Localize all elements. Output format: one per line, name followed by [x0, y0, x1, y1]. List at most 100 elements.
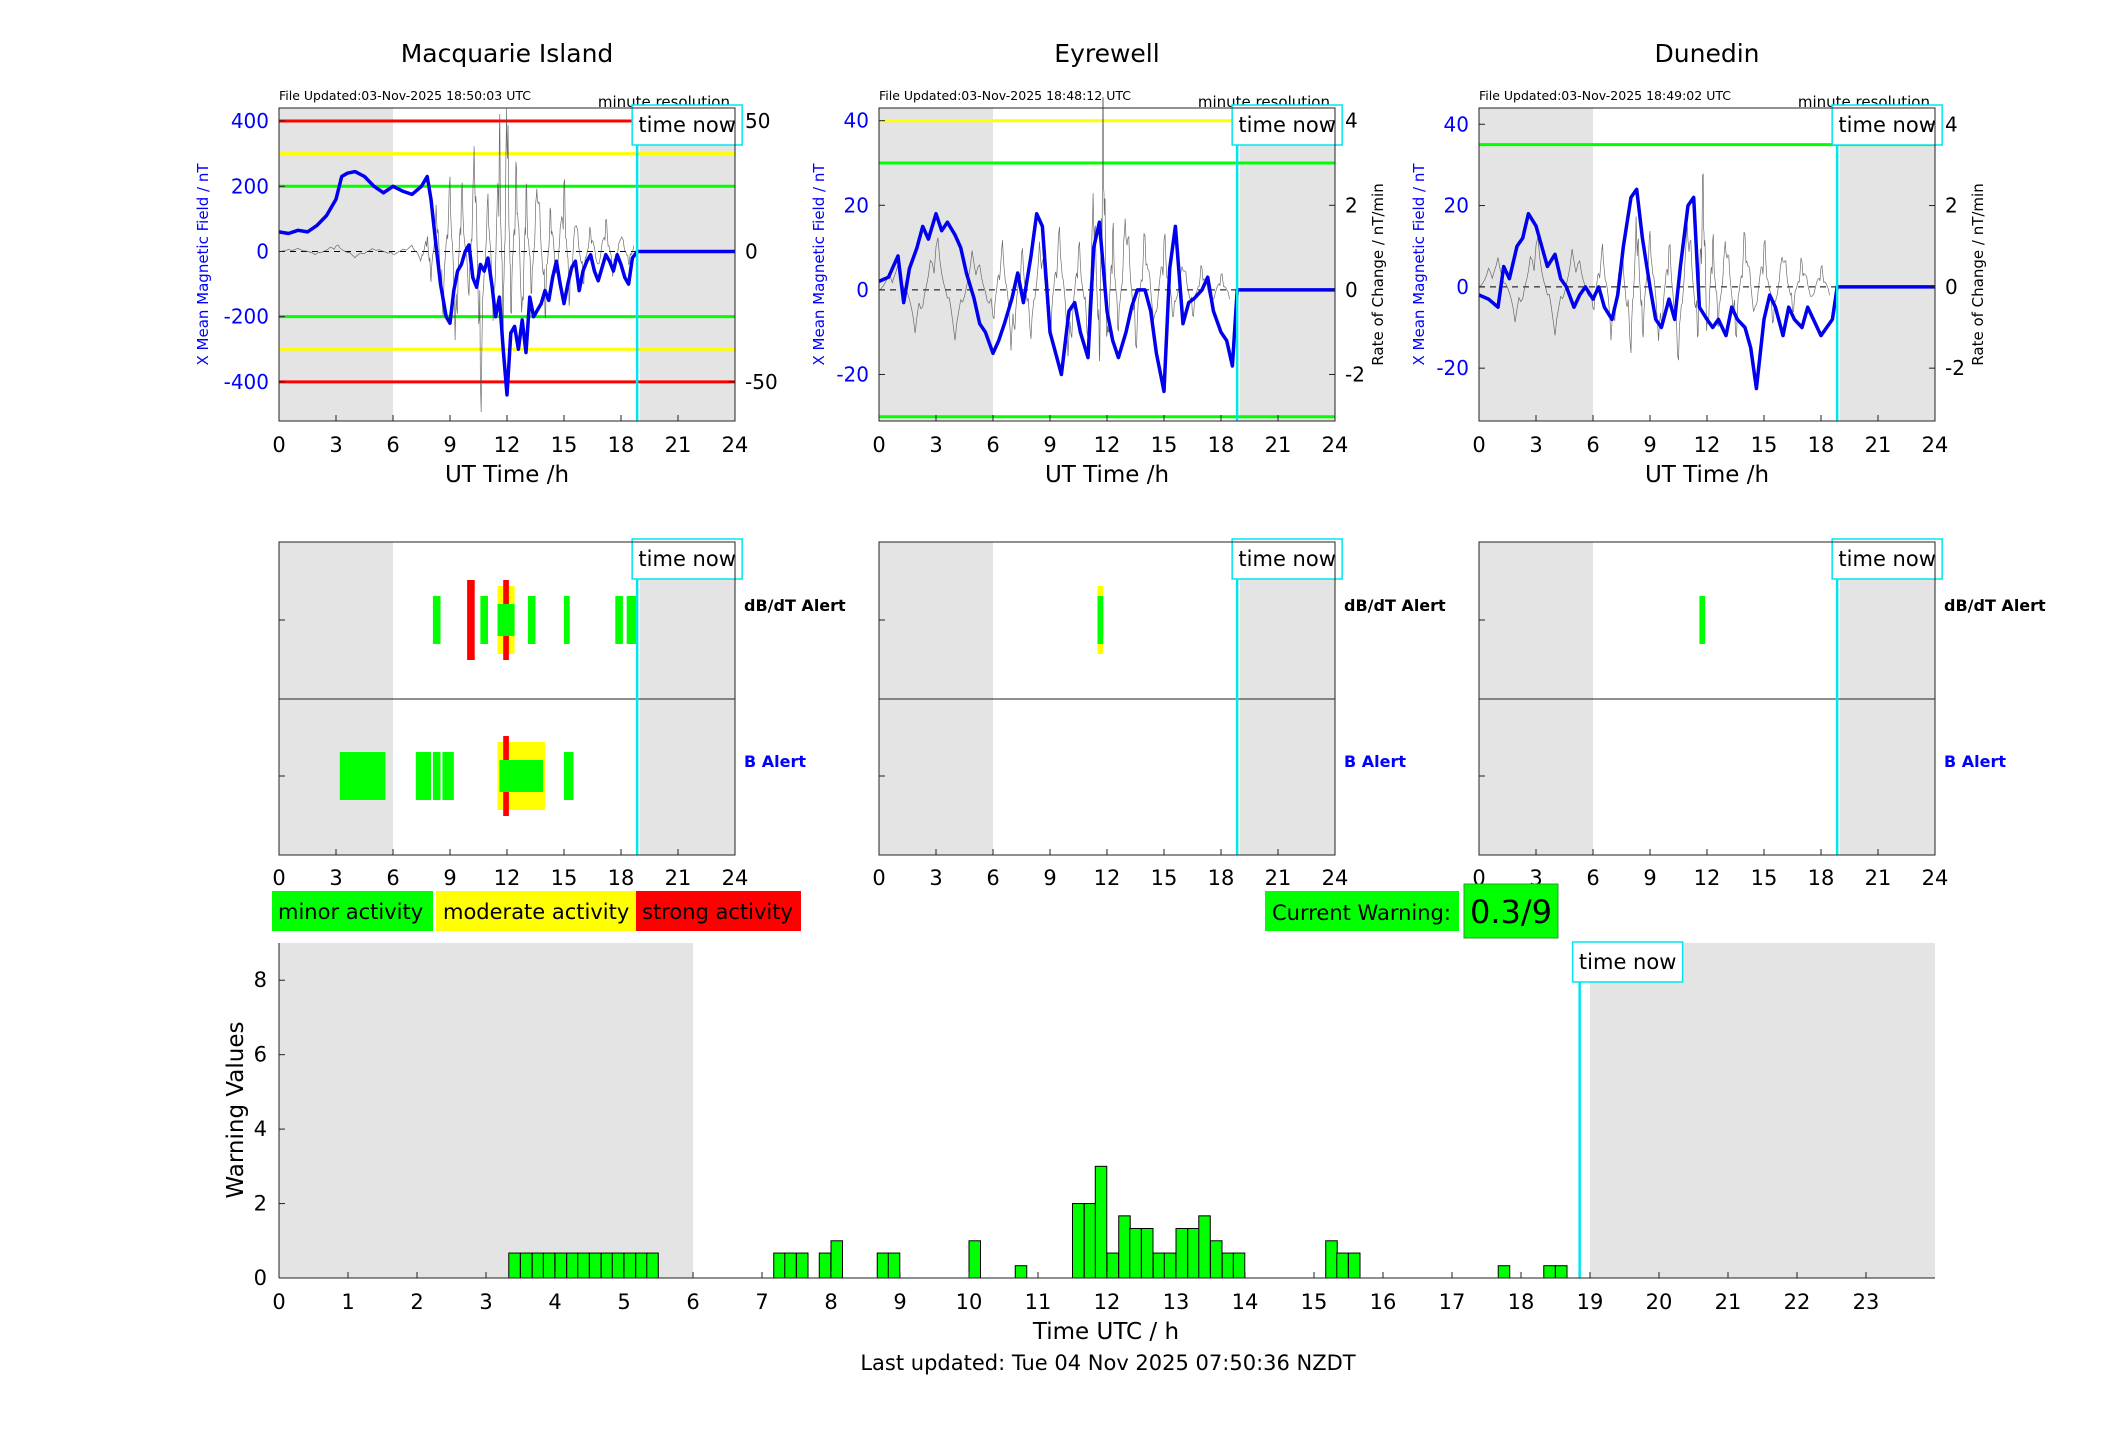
xtick-label: 9 — [443, 433, 456, 457]
warning-xtick-label: 0 — [272, 1290, 285, 1314]
station-title: Macquarie Island — [401, 39, 614, 68]
ytick-right-label: 2 — [1945, 194, 1958, 218]
dbdt-alert-bar — [480, 596, 488, 644]
warning-xtick-label: 7 — [755, 1290, 768, 1314]
ytick-left-label: 20 — [844, 193, 869, 217]
night-shading — [640, 108, 735, 421]
warning-bar — [554, 1252, 568, 1279]
alert-xtick-label: 21 — [1265, 866, 1292, 890]
warning-bar — [887, 1252, 901, 1279]
warning-bar — [830, 1240, 844, 1279]
time-now-box-station-3 — [1831, 104, 1943, 146]
warning-xtick-label: 11 — [1025, 1290, 1052, 1314]
legend-minor-label: minor activity — [278, 900, 423, 924]
warning-bar — [623, 1252, 637, 1279]
xtick-label: 24 — [1922, 433, 1949, 457]
warning-xtick-label: 20 — [1646, 1290, 1673, 1314]
warning-bar — [577, 1252, 590, 1279]
ytick-left-label: 400 — [231, 109, 269, 133]
warning-ytick-label: 4 — [254, 1117, 267, 1141]
xtick-label: 24 — [722, 433, 749, 457]
field-series-line — [878, 211, 1335, 394]
warning-xtick-label: 5 — [617, 1290, 630, 1314]
time-now-label-station-2: time now — [1238, 113, 1335, 137]
time-now-box-station-1-alert — [631, 538, 743, 580]
warning-bar — [1175, 1227, 1189, 1279]
file-updated-text: File Updated:03-Nov-2025 18:49:02 UTC — [1479, 88, 1731, 103]
warning-bar — [611, 1252, 625, 1279]
warning-xtick-label: 18 — [1508, 1290, 1535, 1314]
warning-xtick-label: 22 — [1784, 1290, 1811, 1314]
time-now-label-station-1-alert: time now — [638, 547, 735, 571]
xtick-label: 15 — [551, 433, 578, 457]
dbdt-alert-core — [497, 604, 515, 636]
legend-strong-label: strong activity — [642, 900, 793, 924]
x-axis-label: UT Time /h — [1045, 462, 1169, 488]
time-now-label-station-2-alert: time now — [1238, 547, 1335, 571]
b-alert-core — [499, 760, 543, 792]
ytick-right-label: -2 — [1345, 362, 1365, 386]
warning-xtick-label: 19 — [1577, 1290, 1604, 1314]
alert-xtick-label: 9 — [1043, 866, 1056, 890]
warning-ytick-label: 6 — [254, 1043, 267, 1067]
alert-xtick-label: 6 — [1586, 866, 1599, 890]
warning-bar — [1141, 1227, 1154, 1279]
warning-bar — [1543, 1265, 1556, 1279]
ytick-left-label: 40 — [1444, 112, 1469, 136]
current-warning-value-box — [1463, 883, 1559, 939]
warning-xtick-label: 21 — [1715, 1290, 1742, 1314]
warning-xtick-label: 4 — [548, 1290, 561, 1314]
alert-xtick-label: 12 — [1094, 866, 1121, 890]
alert-xtick-label: 18 — [1208, 866, 1235, 890]
ytick-left-label: 0 — [856, 278, 869, 302]
dbdt-alert-bar — [527, 596, 536, 644]
xtick-label: 0 — [1472, 433, 1485, 457]
alert-xtick-label: 24 — [1922, 866, 1949, 890]
current-warning-value: 0.3/9 — [1470, 893, 1552, 931]
alert-xtick-label: 21 — [665, 866, 692, 890]
warning-bar — [1072, 1203, 1085, 1279]
field-series-line — [1478, 187, 1935, 391]
ytick-right-label: 4 — [1345, 109, 1358, 133]
warning-bar — [876, 1252, 890, 1279]
station-title: Dunedin — [1655, 39, 1760, 68]
xtick-label: 15 — [1151, 433, 1178, 457]
y-axis-left-label: X Mean Magnetic Field / nT — [1410, 163, 1428, 366]
alert-xtick-label: 12 — [494, 866, 521, 890]
warning-bar — [542, 1252, 556, 1279]
xtick-label: 12 — [1694, 433, 1721, 457]
current-warning-label: Current Warning: — [1272, 901, 1451, 925]
warning-bar — [1198, 1215, 1211, 1279]
ytick-left-label: -20 — [836, 362, 869, 386]
warning-bar — [520, 1252, 533, 1279]
ytick-right-label: 0 — [745, 239, 758, 263]
time-now-label-station-1: time now — [638, 113, 735, 137]
xtick-label: 0 — [272, 433, 285, 457]
warning-x-axis-label: Time UTC / h — [1032, 1319, 1179, 1345]
warning-ytick-label: 0 — [254, 1266, 267, 1290]
warning-bar — [1094, 1165, 1108, 1279]
warning-bar — [1555, 1265, 1568, 1279]
b-alert-bar — [432, 752, 441, 800]
b-alert-label: B Alert — [1344, 752, 1406, 771]
warning-time-now-label: time now — [1579, 950, 1676, 974]
warning-xtick-label: 17 — [1439, 1290, 1466, 1314]
alert-xtick-label: 18 — [608, 866, 635, 890]
xtick-label: 21 — [1865, 433, 1892, 457]
warning-xtick-label: 3 — [479, 1290, 492, 1314]
time-now-box-station-2 — [1231, 104, 1343, 146]
warning-bar — [1187, 1227, 1200, 1279]
ytick-left-label: 40 — [844, 109, 869, 133]
x-axis-label: UT Time /h — [1645, 462, 1769, 488]
alert-xtick-label: 6 — [386, 866, 399, 890]
warning-bar — [1014, 1265, 1028, 1279]
warning-bar — [600, 1252, 614, 1279]
warning-xtick-label: 9 — [893, 1290, 906, 1314]
y-axis-left-label: X Mean Magnetic Field / nT — [810, 163, 828, 366]
xtick-label: 0 — [872, 433, 885, 457]
warning-xtick-label: 14 — [1232, 1290, 1259, 1314]
activity-legend: minor activity moderate activity strong … — [272, 891, 801, 931]
alert-xtick-label: 15 — [1751, 866, 1778, 890]
xtick-label: 21 — [665, 433, 692, 457]
legend-minor-box — [272, 891, 433, 931]
